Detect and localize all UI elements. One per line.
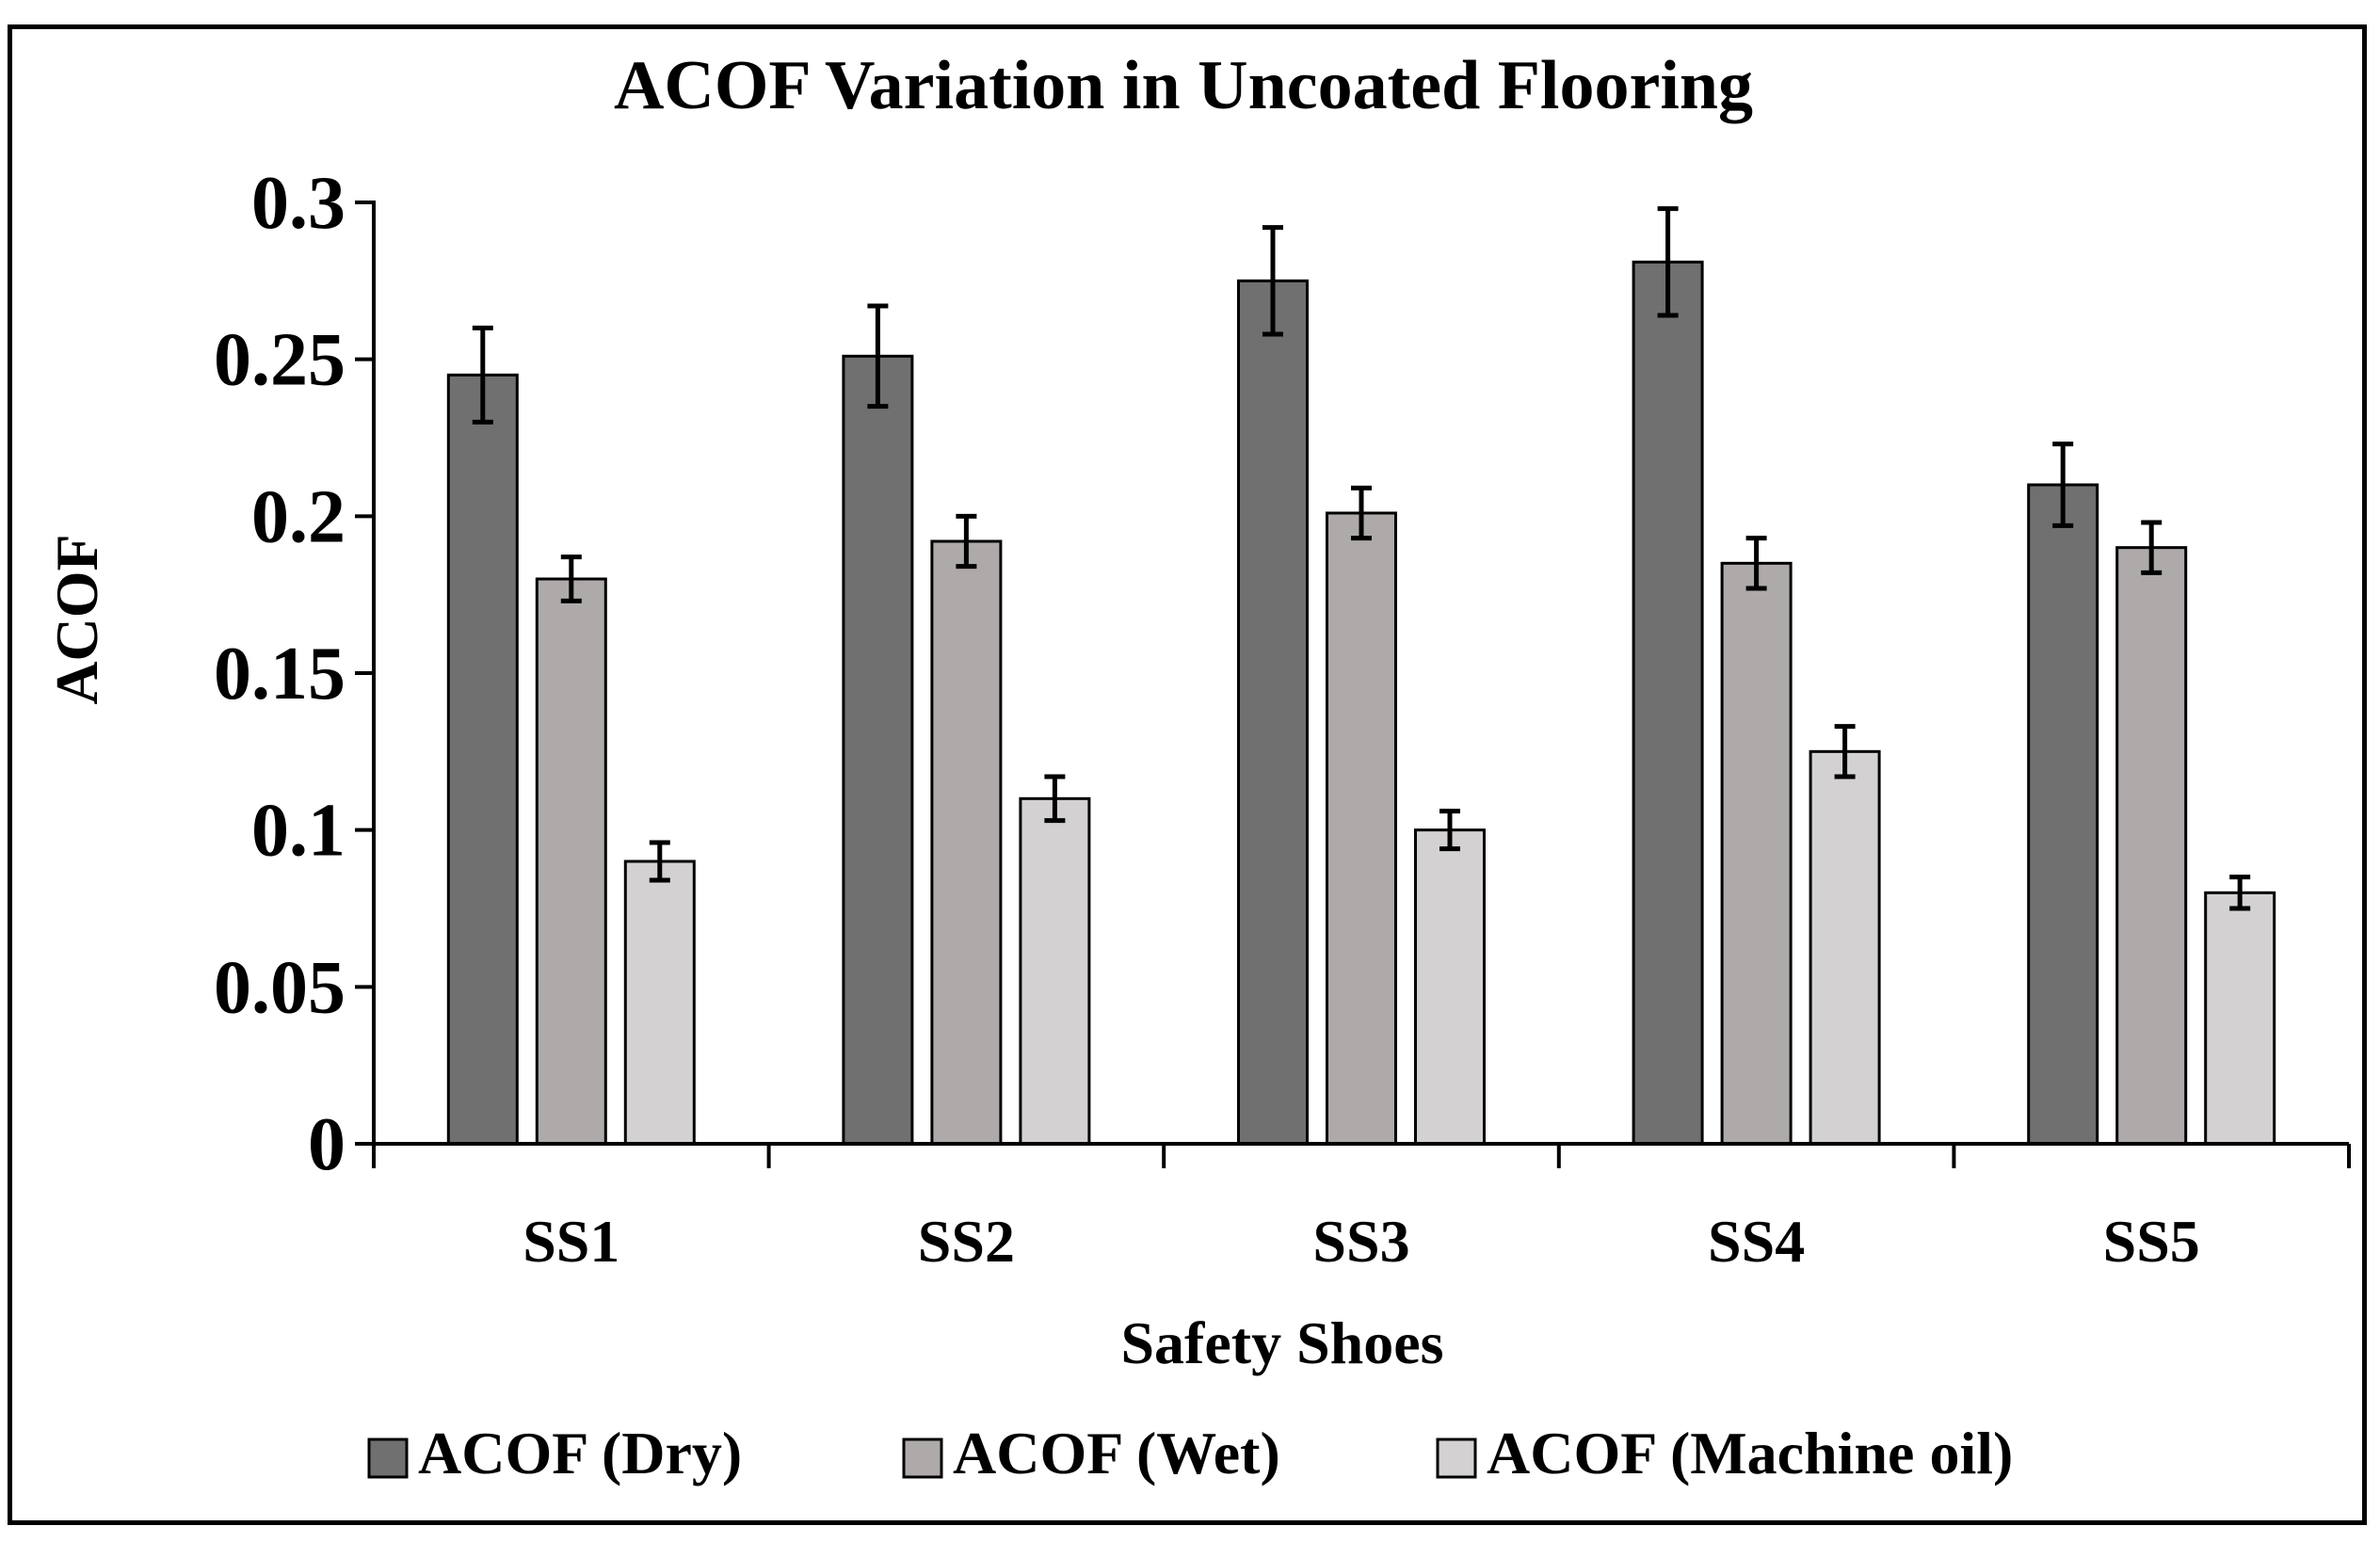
y-tick-label: 0.1 (251, 790, 346, 873)
y-tick-label: 0 (308, 1103, 346, 1186)
bar (1632, 260, 1704, 1146)
legend-label: ACOF (Machine oil) (1487, 1420, 2013, 1486)
bar (446, 373, 519, 1146)
chart-title: ACOF Variation in Uncoated Flooring (614, 47, 1753, 124)
bar (2115, 546, 2188, 1146)
bar (1326, 511, 1397, 1146)
y-axis-label: ACOF (43, 534, 110, 704)
x-tick-label: SS1 (523, 1208, 619, 1275)
bar (930, 539, 1003, 1146)
x-axis-label: Safety Shoes (1120, 1309, 1443, 1376)
x-tick-label: SS3 (1312, 1208, 1409, 1275)
bar (1809, 749, 1881, 1146)
chart-frame (8, 24, 2367, 1525)
bar (2027, 483, 2099, 1146)
legend-swatch (367, 1438, 409, 1479)
bar (535, 577, 607, 1146)
bar (1237, 279, 1309, 1146)
y-tick-label: 0.2 (251, 475, 346, 558)
legend-swatch (902, 1438, 943, 1479)
legend-label: ACOF (Wet) (953, 1420, 1280, 1486)
legend-label: ACOF (Dry) (418, 1420, 742, 1486)
x-tick-label: SS4 (1708, 1208, 1805, 1275)
x-tick-label: SS5 (2103, 1208, 2200, 1275)
bar (842, 354, 914, 1146)
bar (1414, 828, 1486, 1146)
legend-swatch (1436, 1438, 1477, 1479)
y-tick-label: 0.25 (214, 319, 346, 402)
bar (2204, 891, 2276, 1146)
x-tick-label: SS2 (918, 1208, 1015, 1275)
legend: ACOF (Dry) ACOF (Wet) ACOF (Machine oil) (367, 1420, 2013, 1486)
bar (1720, 561, 1793, 1146)
y-tick-label: 0.05 (214, 946, 346, 1029)
bar (623, 859, 696, 1146)
y-tick-label: 0.3 (251, 162, 346, 245)
y-tick-label: 0.15 (214, 633, 346, 715)
plot-area: 0 0.05 0.1 0.15 0.2 0.25 0.3 SS1 SS2 SS3 SS4 SS5 (214, 162, 2351, 1275)
bar (1019, 796, 1091, 1146)
